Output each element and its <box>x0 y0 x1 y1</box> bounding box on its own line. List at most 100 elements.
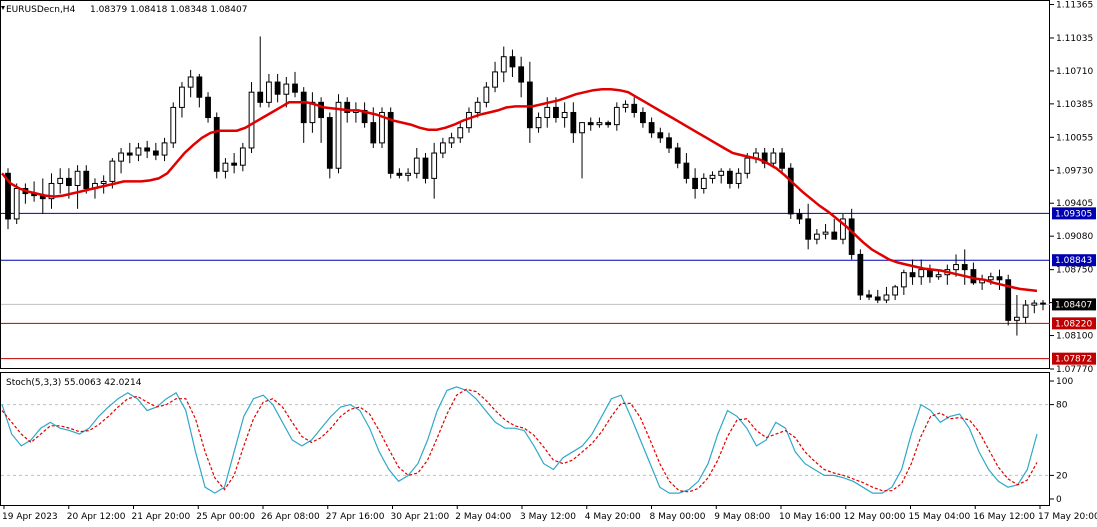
candle-body <box>726 170 733 184</box>
candle-body <box>292 83 298 93</box>
time-tick-label: 8 May 00:00 <box>650 512 706 522</box>
candle <box>622 100 629 113</box>
candle-body <box>779 152 785 169</box>
candle <box>222 158 229 179</box>
price-tick-label: 1.10055 <box>1056 133 1093 143</box>
candle-body <box>196 76 203 98</box>
candle <box>813 229 820 245</box>
candle-body <box>831 231 838 240</box>
candle <box>735 168 742 189</box>
candle <box>170 102 177 148</box>
candle <box>492 61 498 93</box>
candle <box>718 168 725 184</box>
candle-body <box>553 106 559 119</box>
candle-body <box>666 137 672 149</box>
price-tick-label: 1.10710 <box>1056 67 1093 77</box>
candle <box>448 132 455 148</box>
candle <box>648 117 655 138</box>
candle-body <box>48 182 55 200</box>
time-tick-label: 30 Apr 21:00 <box>391 512 450 522</box>
candle-body <box>770 152 777 164</box>
candle <box>570 102 577 143</box>
candle <box>13 183 20 225</box>
candle-body <box>205 96 211 119</box>
price-tick-label: 1.09730 <box>1056 166 1093 176</box>
candle-body <box>1014 316 1020 321</box>
candle-body <box>379 111 385 144</box>
price-badge-label: 1.09305 <box>1055 209 1092 219</box>
price-tick-label: 1.07770 <box>1056 365 1093 375</box>
candle-body <box>857 253 864 296</box>
stochastic-pane <box>0 372 1050 506</box>
candle <box>631 97 638 118</box>
candle-body <box>457 127 464 139</box>
stoch-signal-line <box>1 388 1038 493</box>
candle-body <box>787 167 794 215</box>
candle-body <box>561 111 568 119</box>
candle <box>239 142 246 172</box>
candle <box>326 112 333 179</box>
candle <box>874 289 881 304</box>
candle-body <box>892 286 899 296</box>
candle-body <box>631 103 638 113</box>
candle <box>309 92 316 133</box>
price-badge-label: 1.08843 <box>1055 256 1092 266</box>
stoch-tick-label: 100 <box>1056 377 1073 387</box>
candle-body <box>657 132 664 139</box>
candle-body <box>674 147 681 164</box>
candle-body <box>509 56 516 68</box>
price-tick-label: 1.08750 <box>1056 266 1093 276</box>
candle <box>848 208 855 260</box>
candle <box>1005 274 1012 326</box>
candle-body <box>1022 304 1029 318</box>
candle <box>431 142 438 199</box>
candle <box>1031 300 1038 314</box>
candle <box>709 171 716 184</box>
stoch-tick-label: 20 <box>1056 471 1068 481</box>
candle-body <box>961 264 968 271</box>
candle-body <box>883 294 890 301</box>
candle <box>900 269 907 295</box>
time-tick-label: 10 May 16:00 <box>779 512 841 522</box>
candle <box>674 142 681 169</box>
candle-body <box>1031 302 1038 306</box>
candle-body <box>848 218 855 255</box>
symbol-label: EURUSDecn,H4 <box>6 5 76 15</box>
candle <box>283 76 290 108</box>
candle-body <box>622 103 629 108</box>
candle-body <box>613 106 620 126</box>
candle-body <box>413 157 420 174</box>
price-badge <box>1052 317 1096 330</box>
candle <box>892 284 899 301</box>
candle-body <box>987 276 994 281</box>
candle-body <box>100 180 107 184</box>
candle-body <box>65 177 72 186</box>
candle-body <box>709 174 716 179</box>
candle-body <box>900 272 907 288</box>
candle-body <box>83 170 90 190</box>
candle <box>500 46 507 83</box>
candle <box>657 127 664 143</box>
candle-body <box>335 101 342 169</box>
candle <box>231 153 238 174</box>
candle <box>857 249 864 301</box>
candle <box>770 147 777 169</box>
candle-body <box>1040 302 1046 305</box>
price-tick-label: 1.09080 <box>1056 232 1093 242</box>
candle <box>318 97 325 143</box>
candle-body <box>231 162 238 166</box>
collapse-triangle-icon[interactable] <box>1 6 5 10</box>
time-tick-label: 20 Apr 12:00 <box>67 512 126 522</box>
candle <box>692 168 698 199</box>
candle-body <box>874 296 881 301</box>
candle-body <box>744 157 751 174</box>
candle <box>335 94 342 174</box>
price-badge-label: 1.08407 <box>1055 300 1092 310</box>
candle-body <box>570 111 577 134</box>
candle-body <box>361 109 368 124</box>
price-badge-label: 1.08220 <box>1055 319 1092 329</box>
candle <box>779 147 785 174</box>
time-tick-label: 2 May 04:00 <box>455 512 511 522</box>
candle <box>83 165 90 194</box>
